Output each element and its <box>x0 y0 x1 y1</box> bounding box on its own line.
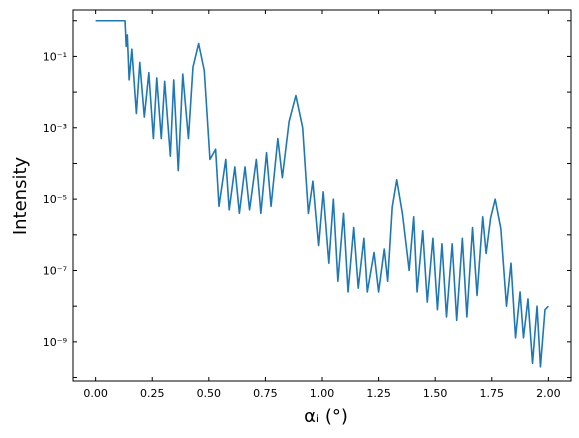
y-tick-label: 10⁻⁷ <box>43 265 67 278</box>
y-tick-label: 10⁻³ <box>43 122 67 135</box>
data-line <box>95 19 549 368</box>
y-axis-label: Intensity <box>10 156 31 235</box>
x-tick-label: 0.50 <box>197 387 222 400</box>
plot-frame <box>72 9 572 382</box>
x-tick-label: 1.00 <box>310 387 335 400</box>
x-tick-label: 2.00 <box>536 387 561 400</box>
y-tick-label: 10⁻⁹ <box>43 336 67 349</box>
y-tick-label: 10⁻⁵ <box>43 193 67 206</box>
x-tick-label: 0.75 <box>253 387 278 400</box>
y-tick-label: 10⁻¹ <box>43 50 67 63</box>
x-tick-label: 0.25 <box>140 387 165 400</box>
x-tick-label: 0.00 <box>83 387 108 400</box>
x-tick-label: 1.75 <box>480 387 505 400</box>
x-tick-label: 1.50 <box>423 387 448 400</box>
x-axis-label: αᵢ (°) <box>304 406 348 427</box>
x-tick-label: 1.25 <box>366 387 391 400</box>
